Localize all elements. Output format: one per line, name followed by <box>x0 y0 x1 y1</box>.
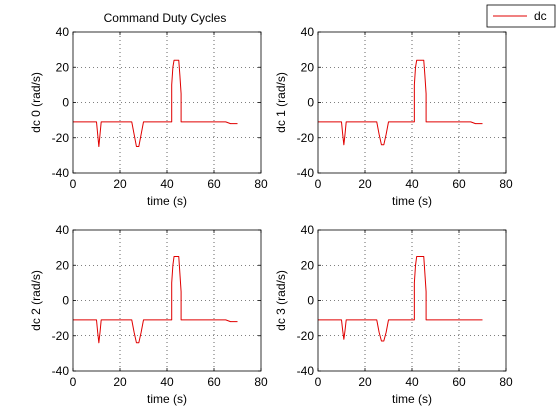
y-tick-label: 40 <box>56 223 70 237</box>
x-tick-label: 60 <box>452 177 466 191</box>
x-axis-label: time (s) <box>392 392 432 406</box>
x-tick-label: 40 <box>405 177 419 191</box>
x-tick-label: 20 <box>358 177 372 191</box>
y-tick-label: 40 <box>301 25 315 39</box>
x-tick-label: 60 <box>207 177 221 191</box>
y-tick-label: -20 <box>52 329 70 343</box>
x-tick-label: 0 <box>70 375 77 389</box>
y-tick-label: 0 <box>307 294 314 308</box>
x-tick-label: 20 <box>113 177 127 191</box>
x-tick-label: 60 <box>207 375 221 389</box>
figure-title: Command Duty Cycles <box>104 11 227 25</box>
y-tick-label: 40 <box>301 223 315 237</box>
y-tick-label: 0 <box>62 294 69 308</box>
subplot-3: 0 20 40 60 80 -40 -20 0 20 40 time (s) dc 3 (rad/s) <box>274 223 513 406</box>
y-tick-label: -20 <box>52 131 70 145</box>
y-tick-label: 20 <box>56 60 70 74</box>
y-tick-label: -20 <box>297 131 315 145</box>
x-tick-label: 0 <box>315 177 322 191</box>
y-tick-label: -20 <box>297 329 315 343</box>
x-tick-label: 80 <box>254 375 268 389</box>
subplot-0: 0 20 40 60 80 -40 -20 0 20 40 time (s) dc 0 (rad/s) <box>29 25 268 208</box>
x-tick-label: 0 <box>315 375 322 389</box>
x-tick-label: 40 <box>160 177 174 191</box>
x-axis-label: time (s) <box>147 392 187 406</box>
x-axis-label: time (s) <box>392 194 432 208</box>
x-tick-label: 60 <box>452 375 466 389</box>
y-axis-label: dc 1 (rad/s) <box>274 72 288 133</box>
y-tick-label: 20 <box>301 60 315 74</box>
x-axis-label: time (s) <box>147 194 187 208</box>
x-tick-label: 20 <box>358 375 372 389</box>
series-line-0 <box>318 255 483 342</box>
x-tick-label: 40 <box>160 375 174 389</box>
x-tick-label: 80 <box>499 177 513 191</box>
x-tick-label: 80 <box>254 177 268 191</box>
y-tick-label: 20 <box>301 258 315 272</box>
y-tick-label: -40 <box>297 166 315 180</box>
y-axis-label: dc 3 (rad/s) <box>274 270 288 331</box>
x-tick-label: 80 <box>499 375 513 389</box>
x-tick-label: 20 <box>113 375 127 389</box>
subplot-1: 0 20 40 60 80 -40 -20 0 20 40 time (s) dc 1 (rad/s) <box>274 25 513 208</box>
legend-label: dc <box>534 9 547 23</box>
y-tick-label: -40 <box>52 166 70 180</box>
y-tick-label: -40 <box>297 364 315 378</box>
subplot-grid: 0 20 40 60 80 -40 -20 0 20 40 time (s) dc 0 (rad/s)… <box>29 25 513 406</box>
legend: dc <box>486 4 556 28</box>
series-line-0 <box>318 59 483 146</box>
y-tick-label: 0 <box>307 96 314 110</box>
x-tick-label: 0 <box>70 177 77 191</box>
y-tick-label: -40 <box>52 364 70 378</box>
series-line-0 <box>73 59 238 148</box>
y-tick-label: 0 <box>62 96 69 110</box>
y-tick-label: 40 <box>56 25 70 39</box>
y-tick-label: 20 <box>56 258 70 272</box>
y-axis-label: dc 2 (rad/s) <box>29 270 43 331</box>
subplot-2: 0 20 40 60 80 -40 -20 0 20 40 time (s) dc 2 (rad/s) <box>29 223 268 406</box>
series-line-0 <box>73 255 238 344</box>
y-axis-label: dc 0 (rad/s) <box>29 72 43 133</box>
x-tick-label: 40 <box>405 375 419 389</box>
